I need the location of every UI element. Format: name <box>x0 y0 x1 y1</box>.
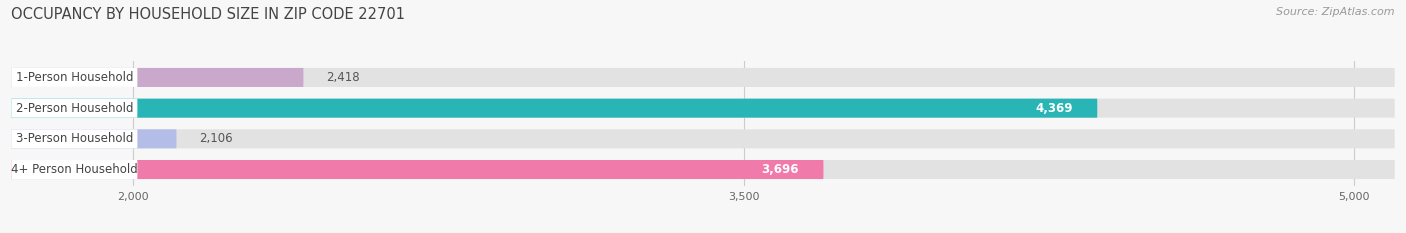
FancyBboxPatch shape <box>11 160 824 179</box>
FancyBboxPatch shape <box>11 99 1395 118</box>
FancyBboxPatch shape <box>11 68 1395 87</box>
FancyBboxPatch shape <box>11 129 177 148</box>
FancyBboxPatch shape <box>11 160 138 179</box>
FancyBboxPatch shape <box>11 99 138 118</box>
Text: 3-Person Household: 3-Person Household <box>15 132 134 145</box>
Text: 2,418: 2,418 <box>326 71 360 84</box>
FancyBboxPatch shape <box>11 68 304 87</box>
Text: OCCUPANCY BY HOUSEHOLD SIZE IN ZIP CODE 22701: OCCUPANCY BY HOUSEHOLD SIZE IN ZIP CODE … <box>11 7 405 22</box>
Text: 1-Person Household: 1-Person Household <box>15 71 134 84</box>
FancyBboxPatch shape <box>11 129 138 148</box>
FancyBboxPatch shape <box>11 99 1097 118</box>
Text: 2-Person Household: 2-Person Household <box>15 102 134 115</box>
Text: 2,106: 2,106 <box>198 132 232 145</box>
FancyBboxPatch shape <box>11 160 1395 179</box>
FancyBboxPatch shape <box>11 68 138 87</box>
Text: 4+ Person Household: 4+ Person Household <box>11 163 138 176</box>
FancyBboxPatch shape <box>11 129 1395 148</box>
Text: Source: ZipAtlas.com: Source: ZipAtlas.com <box>1277 7 1395 17</box>
Text: 3,696: 3,696 <box>762 163 799 176</box>
Text: 4,369: 4,369 <box>1035 102 1073 115</box>
